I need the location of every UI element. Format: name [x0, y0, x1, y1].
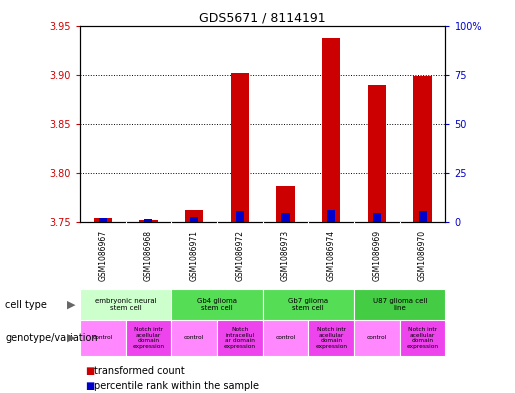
Text: control: control: [184, 336, 204, 340]
Text: GSM1086972: GSM1086972: [235, 230, 244, 281]
Text: Notch intr
acellular
domain
expression: Notch intr acellular domain expression: [132, 327, 164, 349]
Text: U87 glioma cell
line: U87 glioma cell line: [372, 298, 427, 311]
Bar: [139, 220, 158, 222]
Text: GSM1086971: GSM1086971: [190, 230, 199, 281]
Bar: [98, 218, 107, 222]
Text: GSM1086970: GSM1086970: [418, 230, 427, 281]
Text: transformed count: transformed count: [94, 366, 184, 376]
Bar: [263, 289, 354, 320]
Text: Gb7 glioma
stem cell: Gb7 glioma stem cell: [288, 298, 329, 311]
Bar: [80, 320, 126, 356]
Text: Notch intr
acellular
domain
expression: Notch intr acellular domain expression: [315, 327, 347, 349]
Text: cell type: cell type: [5, 299, 47, 310]
Text: Gb4 glioma
stem cell: Gb4 glioma stem cell: [197, 298, 237, 311]
Bar: [308, 320, 354, 356]
Bar: [281, 213, 289, 222]
Bar: [354, 289, 445, 320]
Text: GSM1086973: GSM1086973: [281, 230, 290, 281]
Text: control: control: [276, 336, 296, 340]
Text: percentile rank within the sample: percentile rank within the sample: [94, 381, 259, 391]
Bar: [419, 211, 427, 222]
Text: ■: ■: [85, 381, 94, 391]
Bar: [80, 289, 171, 320]
Text: GSM1086974: GSM1086974: [327, 230, 336, 281]
Text: control: control: [367, 336, 387, 340]
Bar: [190, 217, 198, 222]
Bar: [236, 211, 244, 222]
Text: ▶: ▶: [67, 333, 75, 343]
Text: GSM1086969: GSM1086969: [372, 230, 382, 281]
Bar: [368, 85, 386, 222]
Text: GSM1086968: GSM1086968: [144, 230, 153, 281]
Bar: [126, 320, 171, 356]
Bar: [217, 320, 263, 356]
Text: Notch
intracellul
ar domain
expression: Notch intracellul ar domain expression: [224, 327, 256, 349]
Text: Notch intr
acellular
domain
expression: Notch intr acellular domain expression: [407, 327, 439, 349]
Bar: [373, 213, 381, 222]
Text: GSM1086967: GSM1086967: [98, 230, 107, 281]
Text: embryonic neural
stem cell: embryonic neural stem cell: [95, 298, 157, 311]
Text: control: control: [93, 336, 113, 340]
Text: ▶: ▶: [67, 299, 75, 310]
Bar: [400, 320, 445, 356]
Text: genotype/variation: genotype/variation: [5, 333, 98, 343]
Bar: [144, 219, 152, 222]
Bar: [414, 75, 432, 222]
Bar: [322, 38, 340, 222]
Bar: [171, 320, 217, 356]
Bar: [185, 210, 203, 222]
Bar: [354, 320, 400, 356]
Title: GDS5671 / 8114191: GDS5671 / 8114191: [199, 11, 326, 24]
Bar: [277, 185, 295, 222]
Bar: [171, 289, 263, 320]
Bar: [231, 73, 249, 222]
Bar: [263, 320, 308, 356]
Bar: [94, 218, 112, 222]
Text: ■: ■: [85, 366, 94, 376]
Bar: [327, 210, 335, 222]
